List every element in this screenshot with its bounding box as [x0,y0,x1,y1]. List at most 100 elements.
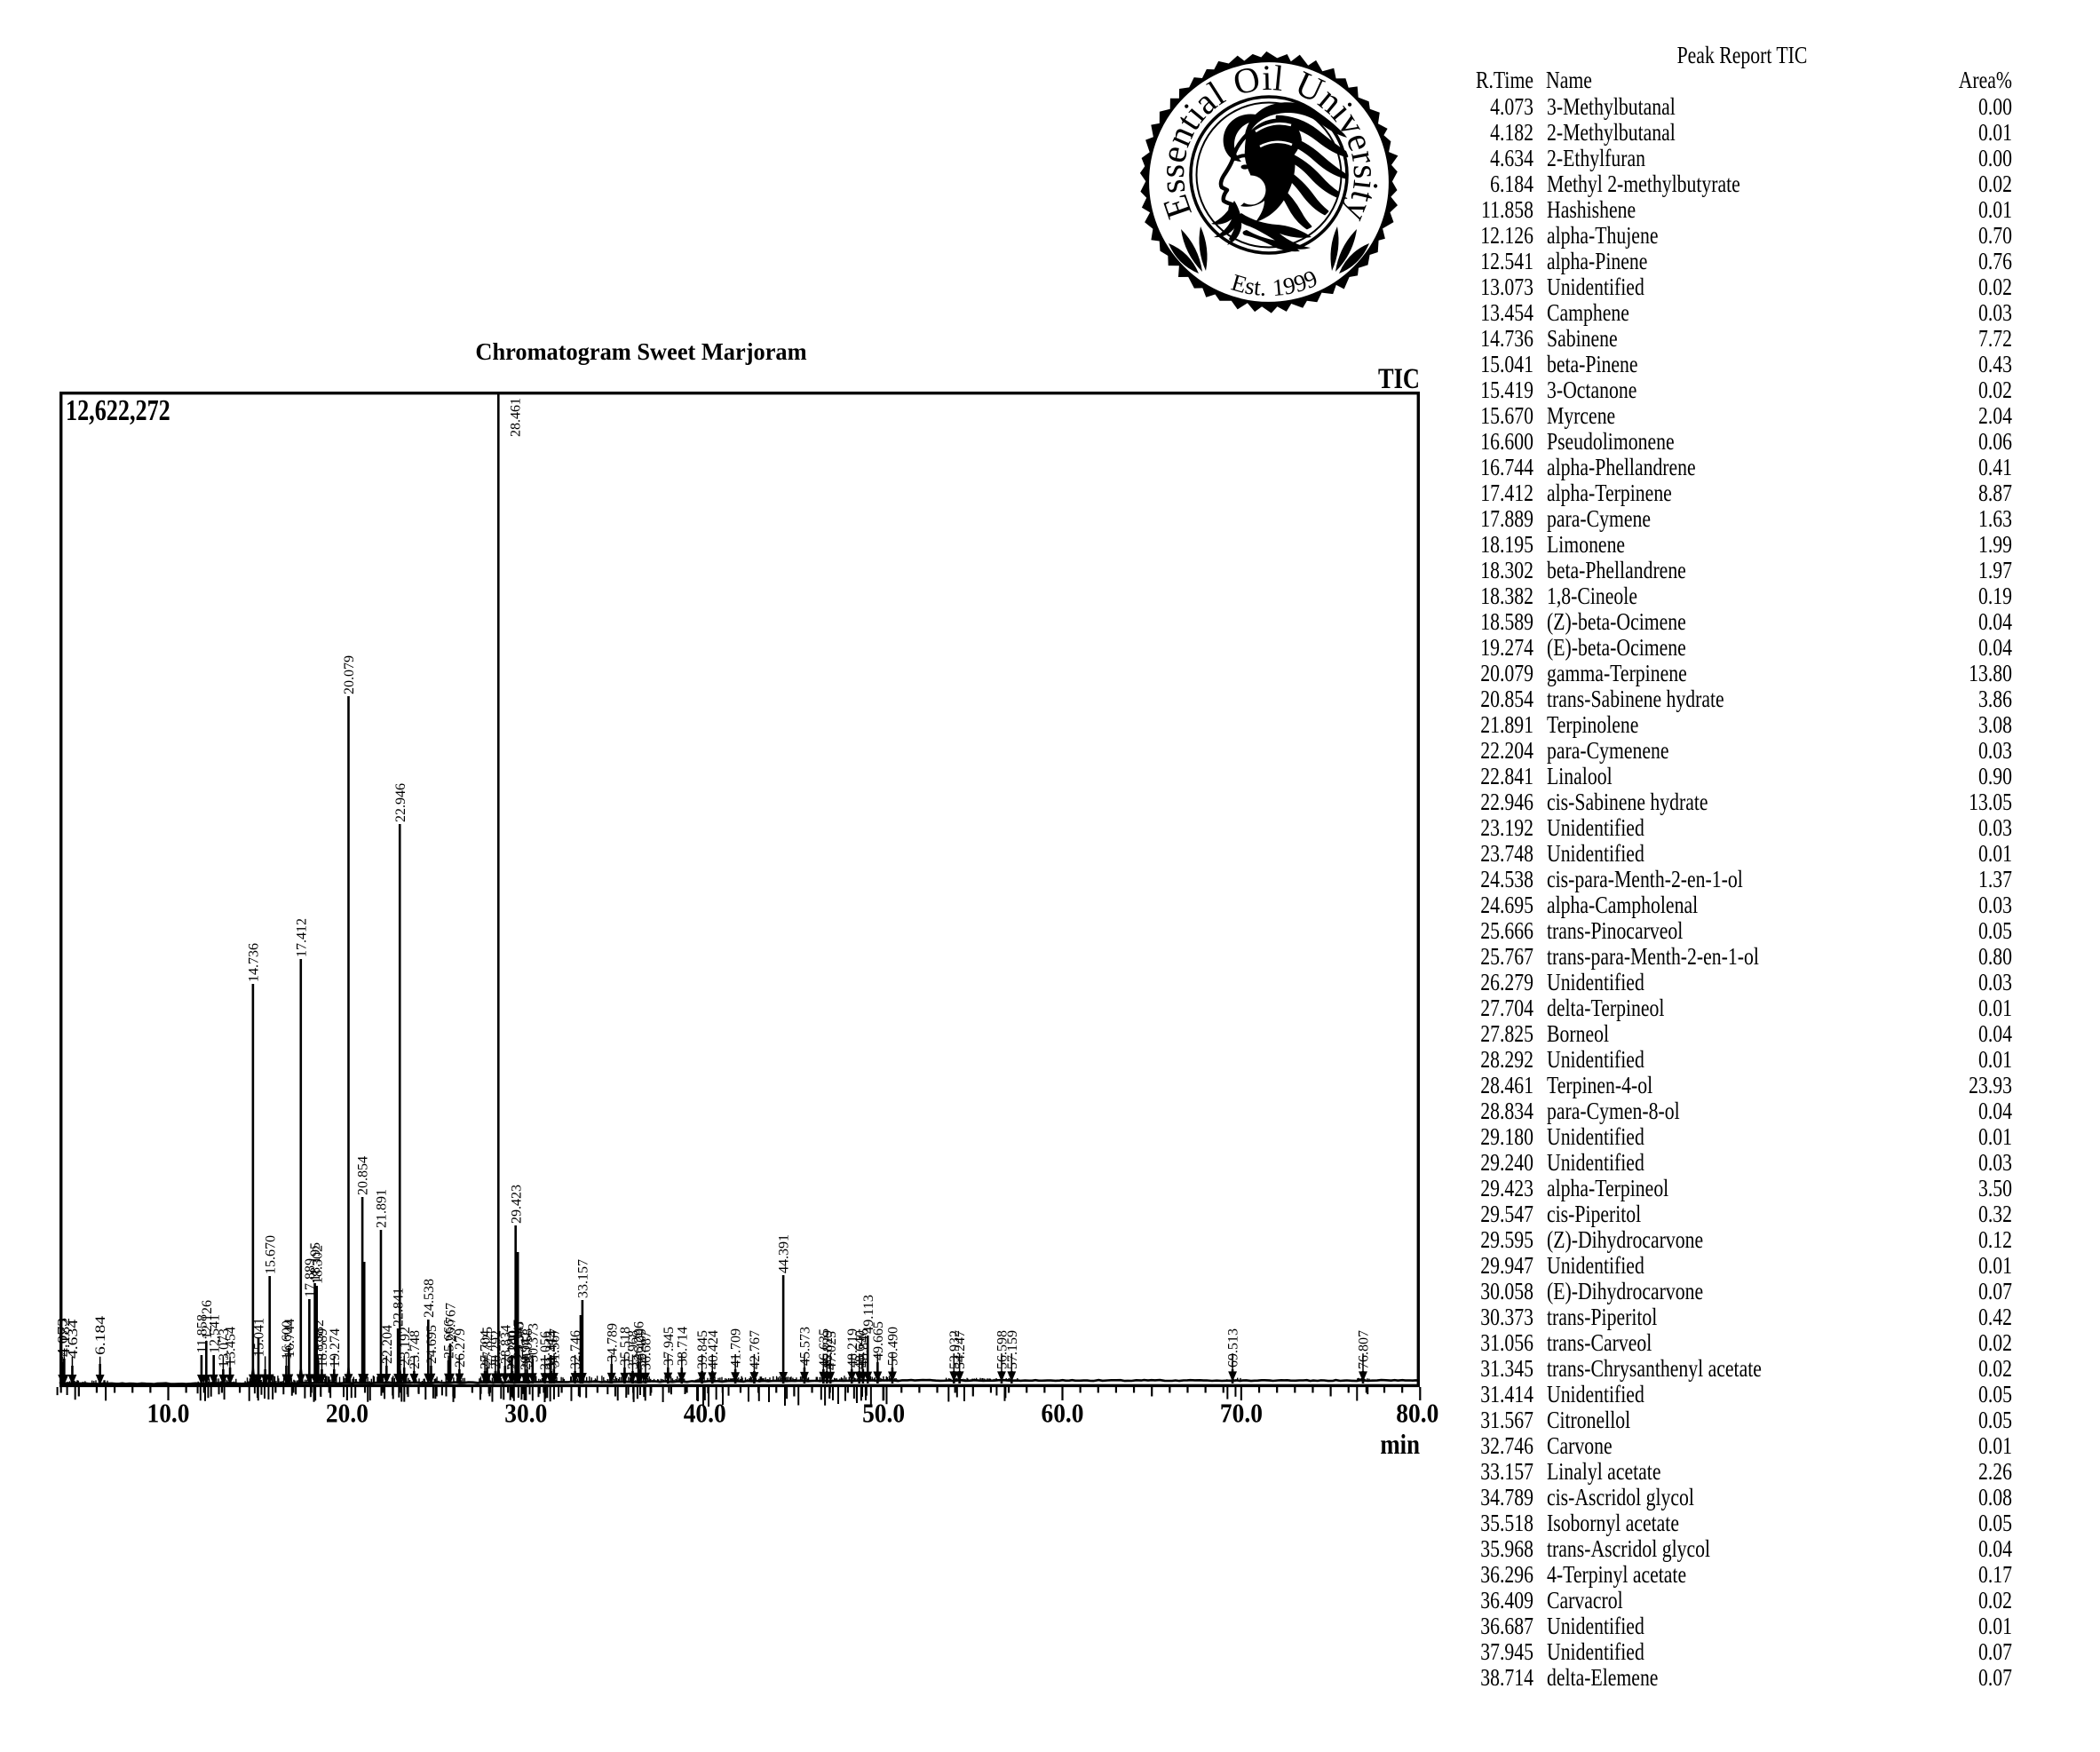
svg-text:25.666: 25.666 [441,1320,457,1359]
svg-text:17.889: 17.889 [302,1258,318,1297]
svg-text:17.412: 17.412 [293,918,309,957]
svg-text:36.296: 36.296 [631,1321,647,1360]
svg-text:48.219: 48.219 [844,1328,860,1368]
svg-text:29.547: 29.547 [511,1320,527,1359]
svg-text:36.687: 36.687 [638,1331,654,1370]
svg-text:13.073: 13.073 [216,1328,232,1368]
svg-text:49.113: 49.113 [860,1295,876,1334]
svg-text:13.454: 13.454 [223,1327,239,1366]
svg-text:50.0: 50.0 [862,1399,905,1429]
svg-text:50.490: 50.490 [885,1327,901,1366]
svg-text:21.891: 21.891 [374,1189,390,1228]
svg-text:i: i [1262,58,1272,98]
svg-text:48.846: 48.846 [856,1328,872,1368]
svg-text:69.513: 69.513 [1225,1328,1241,1368]
svg-text:s: s [1346,164,1387,179]
svg-text:28.834: 28.834 [497,1325,513,1364]
svg-text:22.946: 22.946 [392,783,408,822]
svg-text:30.058: 30.058 [519,1328,535,1368]
svg-text:46.829: 46.829 [820,1330,836,1369]
svg-text:4.073: 4.073 [55,1318,71,1357]
svg-text:6.184: 6.184 [92,1316,108,1355]
svg-text:12.126: 12.126 [199,1300,215,1339]
svg-text:40.424: 40.424 [705,1330,721,1369]
svg-text:35.968: 35.968 [625,1330,641,1369]
svg-text:45.573: 45.573 [797,1327,813,1366]
svg-text:37.945: 37.945 [661,1327,677,1366]
svg-text:40.0: 40.0 [684,1399,726,1429]
svg-text:48.640: 48.640 [852,1330,868,1369]
svg-text:29.423: 29.423 [508,1185,524,1224]
svg-text:31.345: 31.345 [543,1331,559,1370]
svg-text:29.240: 29.240 [505,1330,521,1369]
svg-text:l: l [1272,58,1286,99]
svg-text:23.192: 23.192 [397,1327,413,1366]
svg-text:14.736: 14.736 [246,943,262,982]
svg-text:30.373: 30.373 [525,1323,541,1362]
svg-text:56.598: 56.598 [995,1330,1010,1369]
svg-text:35.518: 35.518 [617,1327,633,1366]
svg-text:54.247: 54.247 [952,1330,968,1369]
svg-text:22.841: 22.841 [391,1288,407,1327]
svg-text:15.041: 15.041 [251,1318,267,1357]
svg-text:25.767: 25.767 [443,1303,459,1342]
svg-text:60.0: 60.0 [1041,1399,1083,1429]
svg-text:38.714: 38.714 [674,1327,690,1366]
svg-text:57.159: 57.159 [1004,1330,1020,1369]
svg-text:18.302: 18.302 [309,1245,325,1284]
svg-text:11.858: 11.858 [194,1314,210,1353]
svg-text:10.0: 10.0 [147,1399,189,1429]
svg-text:31.567: 31.567 [547,1328,563,1368]
svg-text:4.182: 4.182 [57,1318,73,1357]
svg-text:24.538: 24.538 [421,1279,437,1318]
svg-text:41.709: 41.709 [728,1328,744,1368]
svg-text:24.695: 24.695 [424,1325,440,1364]
svg-text:i: i [1345,178,1386,193]
svg-text:29.180: 29.180 [503,1331,519,1370]
svg-text:16.744: 16.744 [281,1319,297,1358]
svg-text:28.461: 28.461 [508,398,524,437]
svg-text:19.274: 19.274 [327,1328,343,1368]
svg-text:20.854: 20.854 [355,1156,371,1195]
svg-text:27.704: 27.704 [478,1330,494,1369]
svg-text:34.789: 34.789 [604,1323,620,1362]
svg-text:33.157: 33.157 [575,1259,591,1298]
svg-text:53.932: 53.932 [947,1330,963,1369]
svg-text:20.0: 20.0 [326,1399,368,1429]
svg-text:12.541: 12.541 [206,1314,222,1353]
svg-text:t: t [1253,274,1263,301]
svg-text:39.845: 39.845 [694,1330,710,1369]
svg-text:29.947: 29.947 [518,1331,534,1370]
svg-text:70.0: 70.0 [1220,1399,1263,1429]
svg-text:20.079: 20.079 [341,655,357,694]
svg-text:76.807: 76.807 [1356,1330,1372,1369]
svg-text:32.746: 32.746 [567,1330,583,1369]
svg-text:31.414: 31.414 [543,1330,559,1369]
svg-text:min: min [1380,1430,1420,1460]
svg-text:15.670: 15.670 [262,1235,278,1274]
svg-text:Chromatogram Sweet Marjoram: Chromatogram Sweet Marjoram [475,338,806,366]
svg-text:29.595: 29.595 [511,1321,527,1360]
svg-text:TIC: TIC [1378,362,1420,394]
svg-text:18.589: 18.589 [314,1328,330,1368]
svg-text:s: s [1152,163,1193,179]
svg-text:30.0: 30.0 [504,1399,547,1429]
svg-text:47.025: 47.025 [823,1331,839,1370]
svg-text:44.391: 44.391 [776,1234,792,1273]
svg-text:36.409: 36.409 [633,1328,649,1368]
svg-text:46.635: 46.635 [816,1328,832,1368]
svg-text:26.279: 26.279 [452,1328,468,1368]
svg-text:28.292: 28.292 [488,1330,504,1369]
svg-text:16.600: 16.600 [279,1320,295,1360]
svg-text:9: 9 [1281,272,1298,300]
svg-text:1: 1 [1272,274,1286,301]
svg-text:.: . [1260,274,1267,301]
svg-text:18.195: 18.195 [307,1242,323,1281]
svg-text:49.665: 49.665 [870,1321,886,1360]
svg-text:s: s [1152,178,1193,196]
svg-text:18.382: 18.382 [311,1320,327,1359]
svg-text:23.748: 23.748 [407,1330,423,1369]
svg-text:27.825: 27.825 [479,1327,495,1366]
svg-text:80.0: 80.0 [1396,1399,1438,1429]
svg-text:31.056: 31.056 [537,1331,553,1370]
